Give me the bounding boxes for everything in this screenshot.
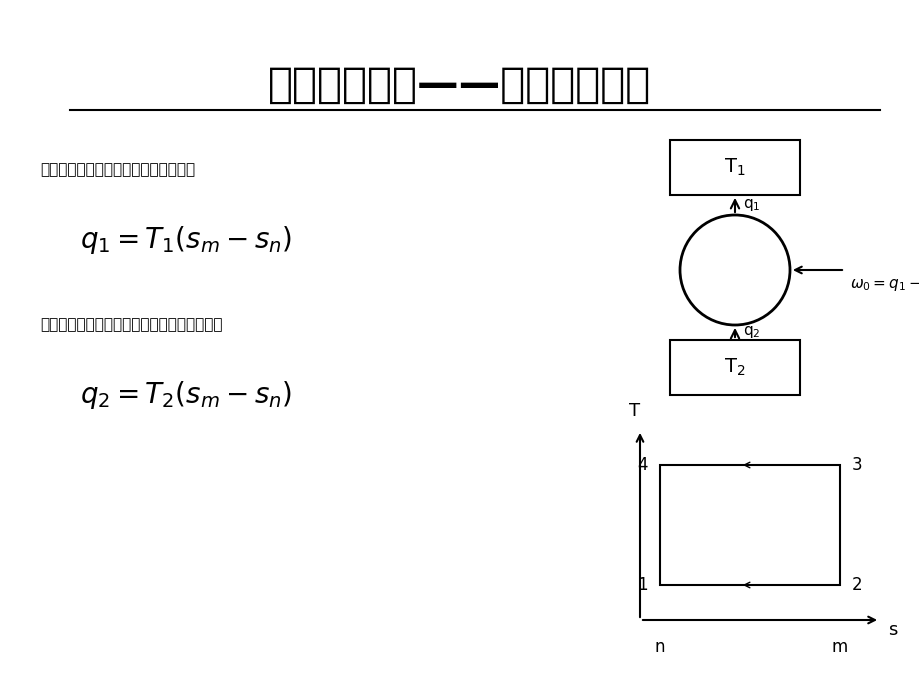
Text: $q_1 = T_1(s_m - s_n)$: $q_1 = T_1(s_m - s_n)$	[80, 224, 291, 256]
Text: 单位质量制冷剂从被冷却的对象所吸取的热量: 单位质量制冷剂从被冷却的对象所吸取的热量	[40, 317, 222, 333]
Text: 1: 1	[637, 576, 647, 594]
Text: T$_1$: T$_1$	[723, 157, 745, 178]
Text: T$_2$: T$_2$	[723, 357, 745, 378]
Text: $q_2 = T_2(s_m - s_n)$: $q_2 = T_2(s_m - s_n)$	[80, 379, 291, 411]
Bar	[669, 140, 800, 195]
Bar	[659, 465, 839, 585]
Text: m: m	[831, 638, 847, 656]
Circle shape	[679, 215, 789, 325]
Text: 4: 4	[637, 456, 647, 474]
Text: 3: 3	[851, 456, 862, 474]
Text: 理想制冷循环——逆向卡诺循环: 理想制冷循环——逆向卡诺循环	[268, 64, 651, 106]
Text: q$_1$: q$_1$	[743, 197, 760, 213]
Text: q$_2$: q$_2$	[743, 324, 760, 340]
Bar	[669, 340, 800, 395]
Text: 单位质量制冷剂向高温热源放出的热量: 单位质量制冷剂向高温热源放出的热量	[40, 163, 195, 177]
Text: s: s	[887, 621, 896, 639]
Text: 2: 2	[851, 576, 862, 594]
Text: n: n	[654, 638, 664, 656]
Text: $\omega_0 = q_1 - q_2$: $\omega_0 = q_1 - q_2$	[849, 277, 919, 293]
Text: T: T	[629, 402, 640, 420]
